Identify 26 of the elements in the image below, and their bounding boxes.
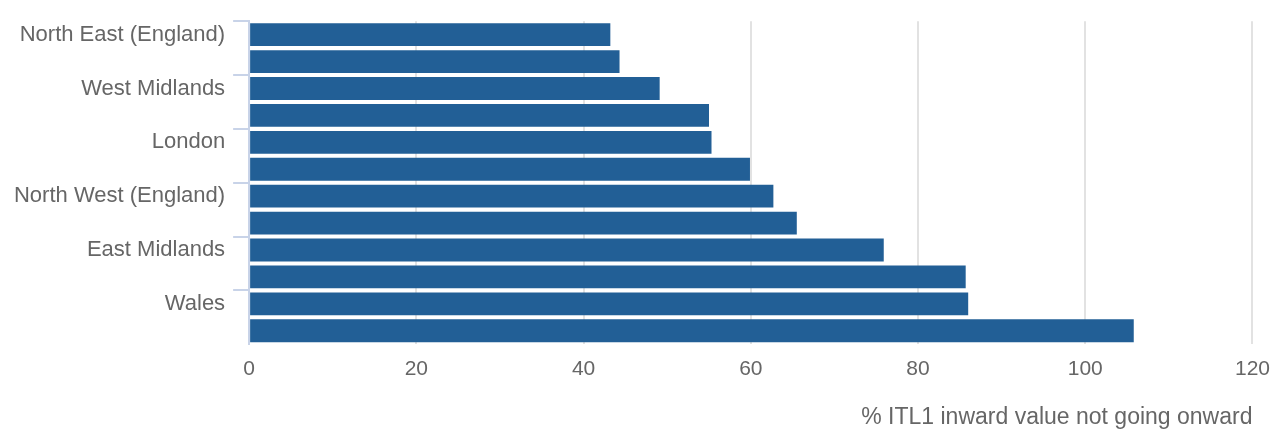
bar [250,103,709,127]
y-tick-label: West Midlands [81,74,226,100]
bar [250,23,611,47]
bar [250,319,1134,343]
bar [250,238,884,262]
bar [250,130,712,154]
x-tick-label: 120 [1234,355,1270,379]
y-tick-label: East Midlands [86,236,226,262]
y-tick-label: Wales [164,289,226,315]
y-tick-label: North West (England) [13,182,226,208]
bar [250,184,774,208]
x-tick-label: 80 [906,355,930,379]
bar [250,157,750,181]
x-tick-label: 20 [404,355,429,379]
x-axis-title: % ITL1 inward value not going onward [861,402,1253,429]
bar [250,50,620,74]
x-tick-label: 60 [739,355,763,379]
y-tick-label: North East (England) [19,20,226,46]
x-tick-label: 100 [1067,355,1103,379]
x-tick-label: 0 [243,355,255,379]
bar [250,265,966,289]
bar [250,292,969,316]
bar [250,211,797,235]
y-tick-label: London [151,128,226,154]
x-tick-label: 40 [571,355,596,379]
bar [250,77,660,100]
